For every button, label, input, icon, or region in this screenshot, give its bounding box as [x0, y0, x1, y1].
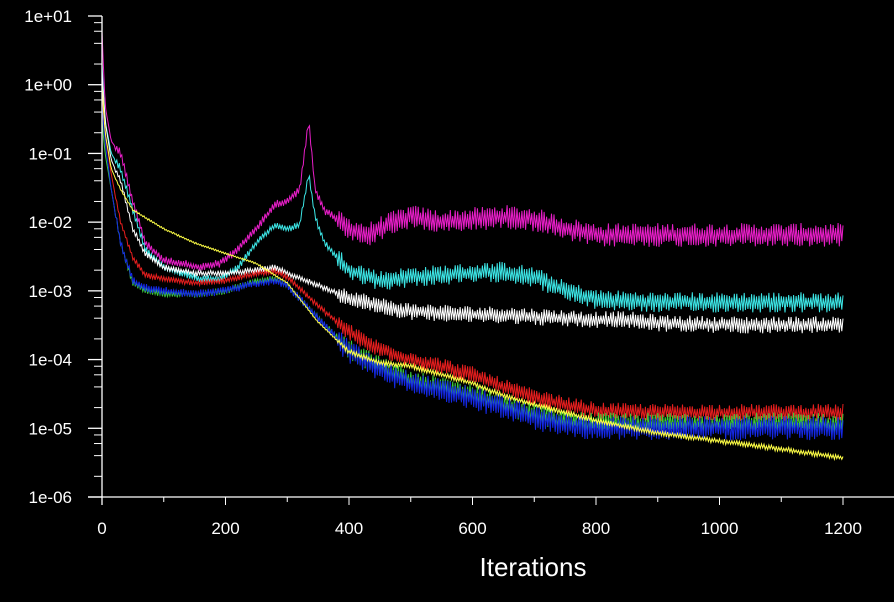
y-tick-label: 1e-06: [29, 488, 72, 507]
series-line-magenta: [101, 31, 844, 271]
x-tick-label: 800: [582, 519, 610, 538]
x-tick-label: 1200: [824, 519, 862, 538]
y-tick-label: 1e-04: [29, 351, 72, 370]
series-line-white: [101, 72, 844, 334]
y-tick-label: 1e+01: [24, 7, 72, 26]
series-line-blue: [101, 105, 844, 441]
series-line-cyan: [101, 63, 844, 313]
x-axis-title: Iterations: [480, 552, 587, 582]
x-tick-label: 1000: [701, 519, 739, 538]
x-tick-label: 400: [335, 519, 363, 538]
x-tick-label: 200: [211, 519, 239, 538]
series-layer: [101, 31, 844, 462]
series-line-red: [101, 91, 844, 422]
y-tick-label: 1e-01: [29, 144, 72, 163]
y-tick-label: 1e-03: [29, 282, 72, 301]
x-tick-label: 0: [97, 519, 106, 538]
series-line-yellow: [101, 84, 844, 462]
y-tick-label: 1e-05: [29, 419, 72, 438]
y-tick-label: 1e+00: [24, 76, 72, 95]
x-tick-label: 600: [458, 519, 486, 538]
y-tick-label: 1e-02: [29, 213, 72, 232]
x-ticks: 0 200 400 600 800 1000 1200: [97, 497, 862, 538]
y-ticks: 1e+01 1e+00 1e-01 1e-02 1e-03 1e-04 1e-05 1e-06: [24, 7, 102, 507]
